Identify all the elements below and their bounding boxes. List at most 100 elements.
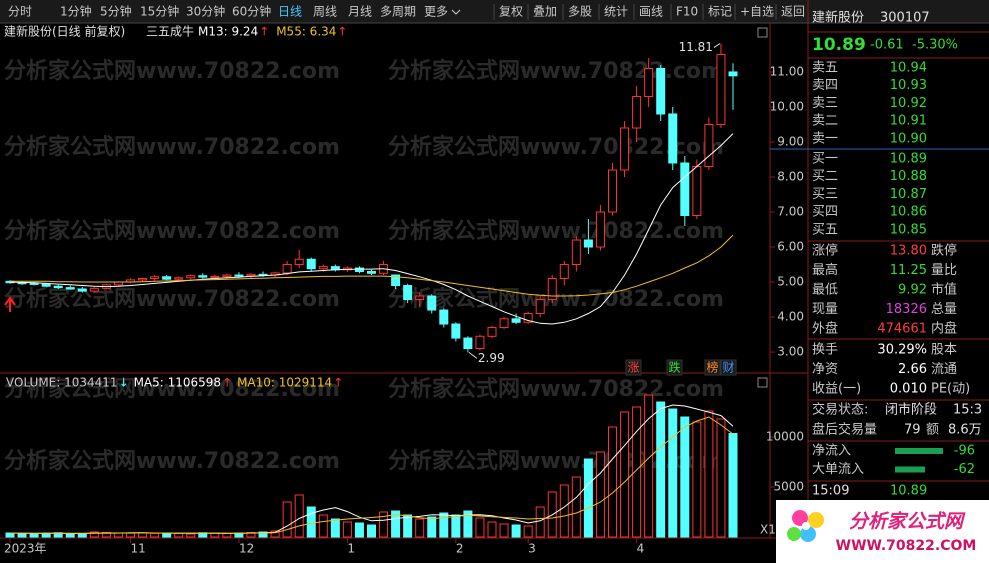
badge[interactable]: 榜 xyxy=(706,360,718,375)
candle-body xyxy=(29,282,39,285)
badge[interactable]: 跌 xyxy=(668,360,680,375)
stock-name: 建新股份 xyxy=(812,10,864,26)
indicator-name: 三五成牛 xyxy=(146,24,194,39)
after-amt: 8.6万 xyxy=(948,423,982,438)
stat-label: 最低 xyxy=(812,283,838,298)
bid-label: 买三 xyxy=(812,187,838,202)
bid-price: 10.88 xyxy=(890,169,927,184)
volume-bar xyxy=(535,506,545,538)
stat-label: 内盘 xyxy=(931,321,957,337)
after-vol: 79 xyxy=(904,423,921,438)
stat-value: 474661 xyxy=(877,322,927,337)
toolbar-button[interactable]: 复权 xyxy=(499,5,523,19)
badge[interactable]: 财 xyxy=(722,361,734,375)
logo-petal xyxy=(787,527,801,541)
low-pointer xyxy=(468,351,478,359)
candle-body xyxy=(716,53,726,125)
ask-label: 卖一 xyxy=(812,131,838,146)
stat-value: 18326 xyxy=(886,302,927,317)
logo-petal xyxy=(800,526,816,542)
volume-bar xyxy=(77,533,87,538)
bid-price: 10.87 xyxy=(890,187,927,202)
toolbar-tab[interactable]: 分时 xyxy=(8,5,32,19)
stat-value: 30.29% xyxy=(877,343,927,358)
stat-label: 外盘 xyxy=(812,321,838,337)
toolbar-tab[interactable]: 多周期 xyxy=(380,5,416,19)
candle-body xyxy=(620,127,630,171)
candle-body xyxy=(547,278,557,301)
volume-bar xyxy=(475,517,485,538)
volume-bar xyxy=(499,523,509,538)
bid-price: 10.85 xyxy=(890,222,927,237)
x-tick-label: 1 xyxy=(347,542,355,556)
toolbar-tab[interactable]: 5分钟 xyxy=(100,4,132,19)
stat-label: 换手 xyxy=(812,343,838,358)
candle-body xyxy=(403,285,413,301)
ask-label: 卖二 xyxy=(812,114,838,129)
window-button xyxy=(757,377,768,388)
volume-label: VOLUME: 1034411 xyxy=(6,376,118,390)
x-tick-label: 4 xyxy=(637,542,645,556)
watermark: 分析家公式网www.70822.com xyxy=(4,286,340,312)
candle-body xyxy=(186,275,196,279)
candle-body xyxy=(294,258,304,266)
stat-value: 9.92 xyxy=(898,283,927,298)
toolbar-button[interactable]: F10 xyxy=(676,5,698,19)
badge[interactable]: 涨 xyxy=(627,360,639,375)
volume-bar xyxy=(65,533,75,538)
logo-center xyxy=(802,522,810,530)
ask-price: 10.91 xyxy=(890,114,927,129)
toolbar-tab[interactable]: 月线 xyxy=(348,5,372,19)
ma-label: M55: 6.34 xyxy=(276,25,336,39)
volume-bar xyxy=(367,524,376,538)
toolbar-tab[interactable]: 周线 xyxy=(313,5,337,19)
y-tick-label: 11.00 xyxy=(770,64,804,78)
watermark: 分析家公式网www.70822.com xyxy=(388,376,724,402)
candle-body xyxy=(523,313,533,323)
toolbar-tab[interactable]: 1分钟 xyxy=(60,4,92,19)
volume-bar xyxy=(415,518,425,538)
window-button xyxy=(757,27,768,38)
toolbar-tab[interactable]: 30分钟 xyxy=(186,4,225,19)
watermark: 分析家公式网www.70822.com xyxy=(388,134,724,160)
volume-arrow: ↓ xyxy=(119,376,129,390)
flow-value: -96 xyxy=(954,444,975,459)
bid-price: 10.86 xyxy=(890,205,927,220)
candle-body xyxy=(499,318,509,329)
y-tick-label: 5000 xyxy=(773,480,804,494)
toolbar-button[interactable]: 统计 xyxy=(604,5,628,19)
toolbar-tab[interactable]: 日线 xyxy=(278,5,302,19)
volume-bar xyxy=(354,522,364,538)
candle-body xyxy=(53,285,63,289)
low-label: 2.99 xyxy=(478,351,505,365)
toolbar-tab[interactable]: 更多 xyxy=(424,5,448,19)
badge-bg xyxy=(625,359,642,376)
ma55-line xyxy=(10,234,734,297)
watermark: 分析家公式网www.70822.com xyxy=(4,448,340,474)
toolbar-button[interactable]: 多股 xyxy=(568,5,592,19)
ask-price: 10.93 xyxy=(890,78,927,93)
volume-bar xyxy=(403,514,413,538)
toolbar-button[interactable]: 返回 xyxy=(781,5,805,19)
y-tick-label: 10000 xyxy=(766,430,804,444)
toolbar-tab[interactable]: 60分钟 xyxy=(232,4,271,19)
candle-body xyxy=(415,295,425,301)
volume-bar xyxy=(523,525,533,538)
candle-body xyxy=(174,277,184,280)
candle-body xyxy=(632,95,642,129)
x-tick-label: 2 xyxy=(456,542,464,556)
toolbar-tab[interactable]: 15分钟 xyxy=(140,4,179,19)
toolbar-button[interactable]: +自选 xyxy=(740,5,774,19)
flow-bar xyxy=(895,466,925,473)
stat-label: PE(动) xyxy=(931,382,970,397)
watermark: 分析家公式网www.70822.com xyxy=(388,448,724,474)
toolbar-button[interactable]: 叠加 xyxy=(533,5,557,19)
logo-petal xyxy=(808,512,824,528)
toolbar-button[interactable]: 画线 xyxy=(639,5,663,19)
after-amt-label: 额 xyxy=(926,423,939,438)
candle-body xyxy=(704,123,714,167)
toolbar-button[interactable]: 标记 xyxy=(708,5,732,19)
dropdown-caret xyxy=(451,9,461,15)
volume-bar xyxy=(222,532,232,538)
volume-bar xyxy=(391,510,401,538)
